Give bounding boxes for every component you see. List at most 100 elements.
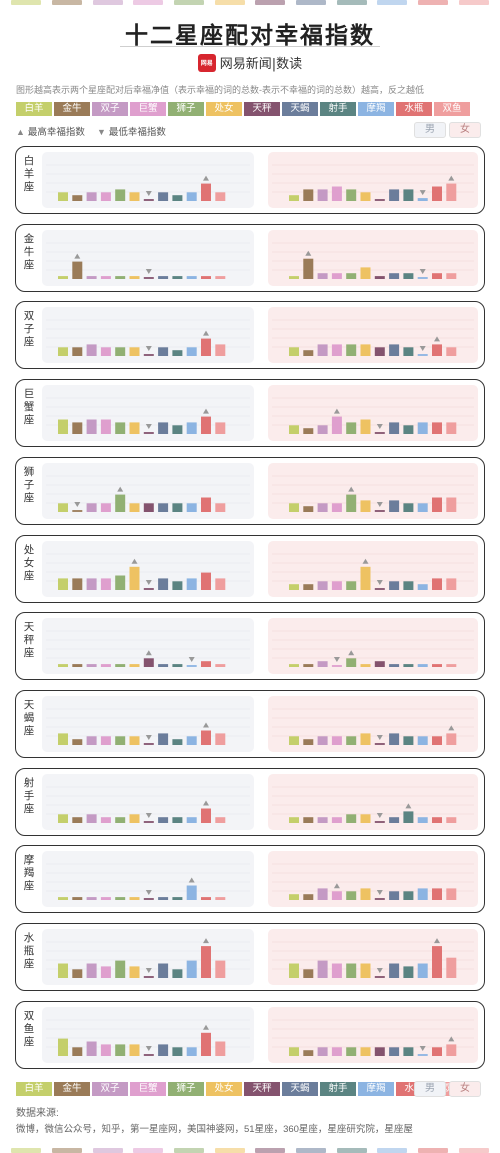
male-bar bbox=[158, 192, 169, 201]
male-bar bbox=[172, 425, 183, 435]
pairing-panel: 天蝎座 bbox=[15, 689, 485, 758]
stripe-segment bbox=[92, 0, 123, 5]
highest-marker-icon bbox=[434, 336, 440, 342]
highest-marker-icon bbox=[348, 650, 355, 656]
highest-marker-icon bbox=[203, 1024, 209, 1030]
female-bar bbox=[346, 658, 357, 668]
male-bar bbox=[158, 347, 169, 357]
female-bar bbox=[346, 580, 357, 590]
male-bar bbox=[115, 897, 126, 901]
female-bar bbox=[289, 736, 299, 745]
sign-name: 巨蟹座 bbox=[23, 388, 35, 427]
stripe-segment bbox=[92, 1148, 123, 1153]
female-bar bbox=[317, 661, 328, 668]
highest-marker-icon bbox=[448, 725, 455, 731]
male-bar bbox=[86, 419, 97, 435]
sign-name: 天蝎座 bbox=[23, 698, 35, 737]
legend-chip: 巨蟹 bbox=[130, 102, 166, 116]
gender-legend-bottom: 男 女 bbox=[414, 1081, 481, 1097]
female-bar bbox=[446, 183, 457, 201]
female-bar bbox=[403, 810, 414, 823]
lowest-marker-icon bbox=[188, 657, 195, 663]
male-bar bbox=[86, 813, 97, 823]
highest-marker-icon bbox=[333, 408, 340, 414]
pairing-panel: 射手座 bbox=[15, 767, 485, 836]
female-bar bbox=[289, 1046, 299, 1056]
female-bar bbox=[374, 587, 385, 590]
male-bar bbox=[72, 1046, 83, 1056]
male-bar bbox=[58, 192, 68, 201]
male-bar bbox=[201, 946, 211, 978]
pairing-panel: 巨蟹座 bbox=[15, 379, 485, 448]
highest-marker-icon bbox=[203, 938, 209, 944]
male-bar bbox=[115, 575, 126, 590]
legend-chip: 天秤 bbox=[244, 102, 280, 116]
stripe-segment bbox=[336, 1148, 367, 1153]
female-bar bbox=[446, 1044, 457, 1056]
female-bar bbox=[360, 1046, 371, 1056]
female-bar bbox=[389, 344, 400, 357]
male-bar bbox=[86, 503, 97, 512]
male-bar bbox=[86, 963, 97, 978]
title-divider bbox=[120, 46, 380, 47]
female-bar bbox=[303, 583, 314, 590]
sign-name: 天秤座 bbox=[23, 621, 35, 660]
sign-name: 双鱼座 bbox=[23, 1009, 35, 1048]
male-bar bbox=[186, 816, 197, 823]
male-bar bbox=[158, 733, 169, 745]
highest-marker-icon bbox=[145, 650, 152, 656]
male-bar bbox=[172, 275, 183, 279]
female-bar bbox=[417, 354, 428, 357]
female-bar bbox=[360, 500, 371, 512]
pairing-chart bbox=[42, 1006, 478, 1063]
female-bar bbox=[331, 272, 342, 279]
female-bar bbox=[389, 733, 400, 745]
lowest-marker-icon bbox=[376, 501, 383, 507]
male-plot-area bbox=[42, 229, 254, 286]
male-bar bbox=[58, 1038, 68, 1056]
gender-male: 男 bbox=[414, 122, 446, 138]
male-bar bbox=[158, 897, 169, 901]
female-bar bbox=[446, 577, 457, 590]
male-bar bbox=[215, 503, 226, 512]
female-bar bbox=[417, 503, 428, 512]
female-bar bbox=[360, 664, 371, 668]
male-bar bbox=[72, 969, 83, 978]
male-bar bbox=[115, 275, 126, 279]
female-bar bbox=[389, 963, 400, 978]
female-bar bbox=[331, 503, 342, 512]
lowest-marker-icon bbox=[376, 968, 383, 973]
legend-chip: 狮子 bbox=[168, 102, 204, 116]
male-bar bbox=[58, 963, 68, 978]
highest-marker-icon bbox=[203, 175, 209, 181]
pairing-chart bbox=[42, 695, 478, 752]
lowest-marker-icon bbox=[145, 812, 152, 818]
legend-chip: 双子 bbox=[92, 1082, 128, 1096]
male-bar bbox=[58, 503, 68, 512]
male-bar bbox=[186, 503, 197, 512]
female-bar bbox=[346, 813, 357, 823]
female-bar bbox=[417, 422, 428, 435]
legend-chip: 天秤 bbox=[244, 1082, 280, 1096]
gender-legend-top: 男 女 bbox=[414, 122, 481, 138]
pairing-chart bbox=[42, 618, 478, 675]
female-bar bbox=[303, 505, 314, 512]
pairing-chart bbox=[42, 851, 478, 908]
male-bar bbox=[215, 192, 226, 201]
female-bar bbox=[331, 344, 342, 357]
male-bar bbox=[172, 195, 183, 201]
highest-marker-icon bbox=[203, 722, 209, 728]
female-bar bbox=[389, 272, 400, 279]
male-bar bbox=[158, 816, 169, 823]
male-bar bbox=[172, 739, 183, 745]
male-bar bbox=[201, 338, 211, 357]
female-bar bbox=[317, 425, 328, 435]
female-bar bbox=[389, 500, 400, 512]
male-bar bbox=[186, 192, 197, 201]
female-bar bbox=[389, 422, 400, 435]
sign-name: 双子座 bbox=[23, 310, 35, 349]
female-bar bbox=[446, 957, 457, 978]
pairing-chart bbox=[42, 385, 478, 442]
female-bar bbox=[303, 350, 314, 357]
female-bar bbox=[289, 347, 299, 357]
